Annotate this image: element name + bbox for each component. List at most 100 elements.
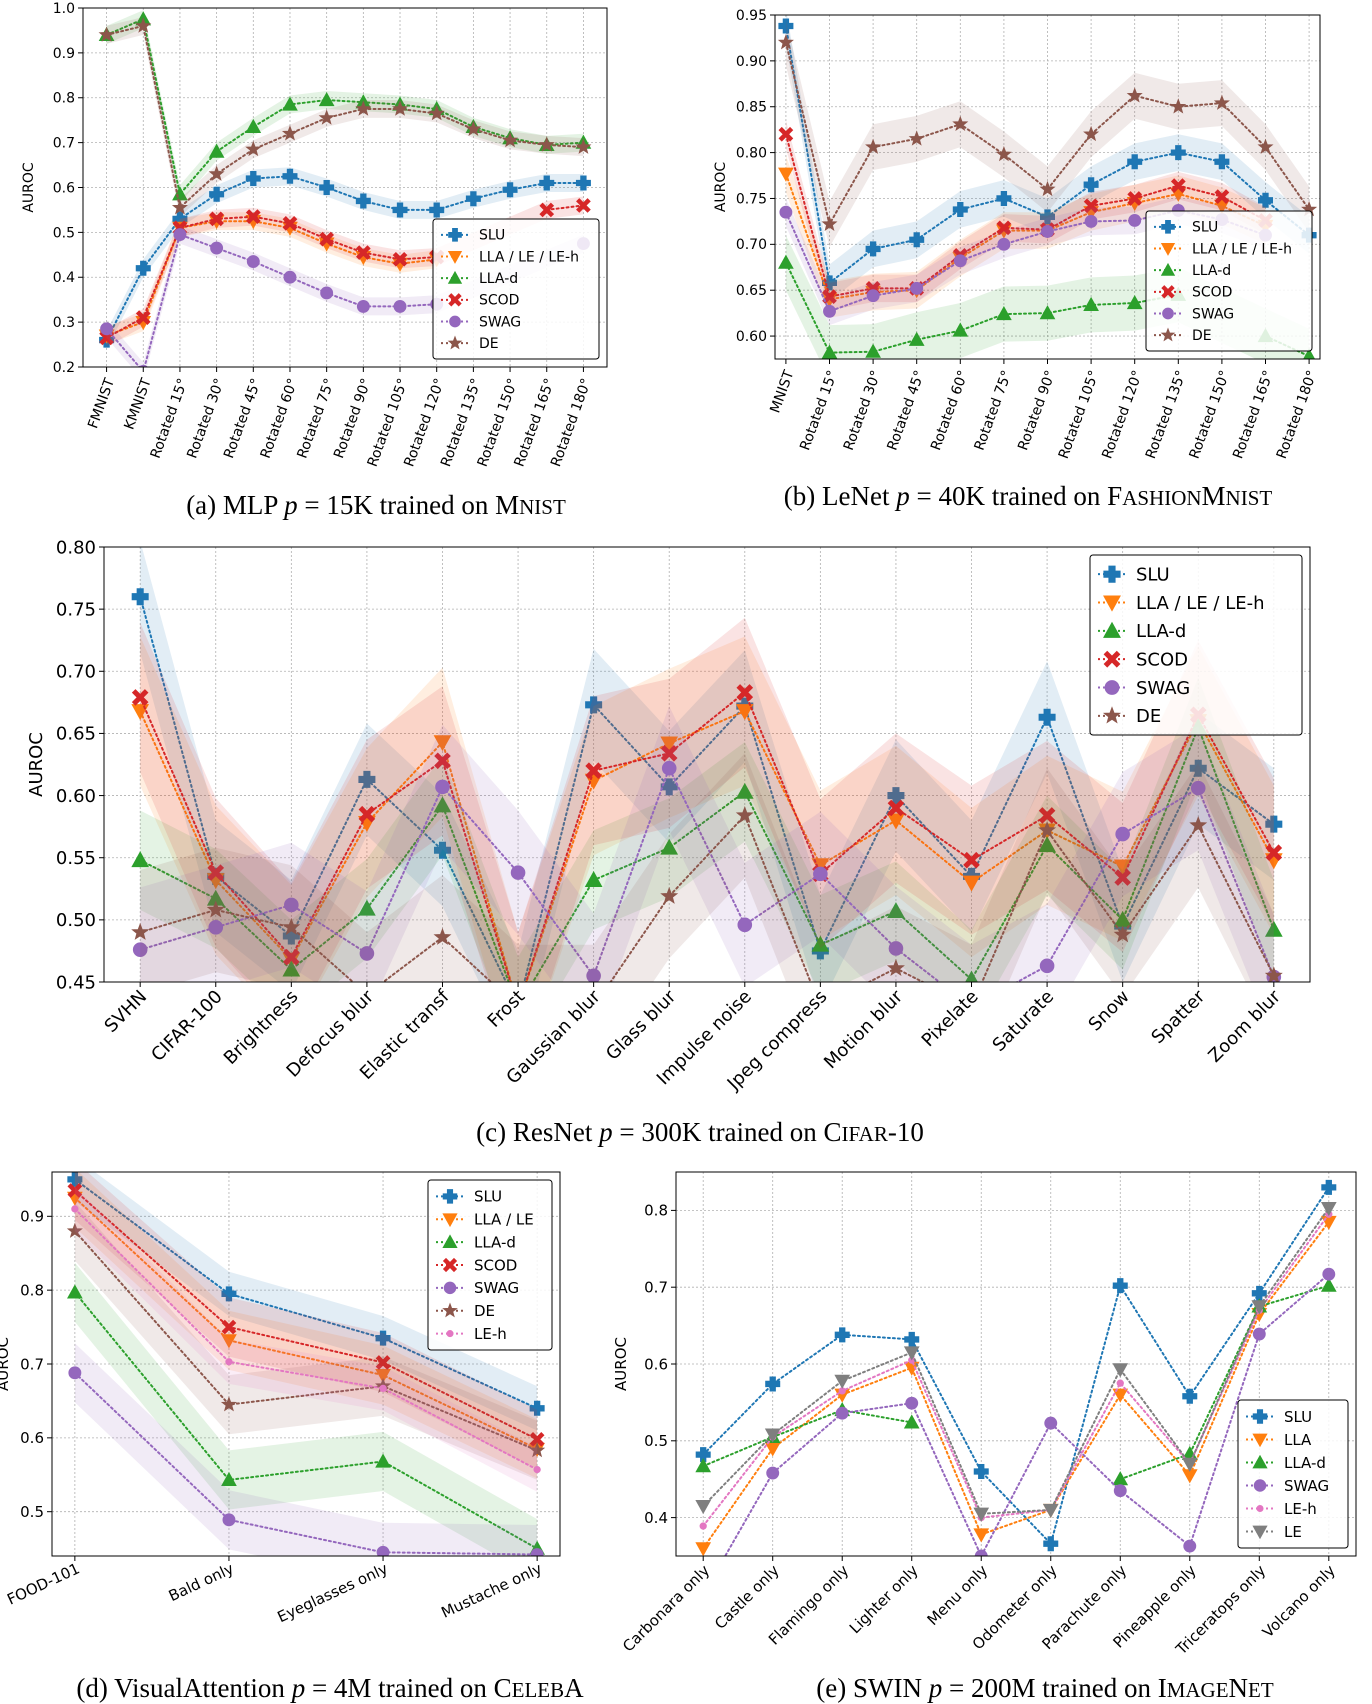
x-tick-label: Rotated 165° — [1230, 368, 1277, 461]
data-point — [358, 805, 376, 823]
legend-marker — [1252, 1409, 1268, 1424]
data-point — [822, 289, 837, 304]
legend-label: DE — [474, 1302, 495, 1320]
data-point — [1170, 98, 1187, 114]
legend-marker — [1252, 1454, 1268, 1469]
uncertainty-band — [74, 1172, 538, 1469]
series-line — [73, 1178, 539, 1410]
data-point — [660, 886, 679, 904]
data-point — [282, 168, 298, 184]
data-point — [865, 138, 882, 154]
legend-marker — [1103, 565, 1121, 583]
data-point — [131, 851, 150, 868]
y-tick-label: 0.5 — [20, 1503, 44, 1521]
grid-e — [676, 1172, 1356, 1556]
data-point — [393, 299, 407, 313]
x-tick-label: Saturate — [989, 986, 1059, 1056]
data-point — [281, 125, 298, 141]
data-point — [392, 100, 409, 116]
caption-d: (d) VisualAttention p = 4M trained on CE… — [76, 1673, 584, 1703]
data-point — [375, 1453, 391, 1468]
legend-label: LE-h — [474, 1325, 507, 1343]
y-tick-label: 0.5 — [53, 225, 75, 241]
legend-label: DE — [1136, 706, 1161, 727]
data-point — [736, 684, 754, 701]
data-point — [963, 851, 980, 869]
legend-label: LLA-d — [1136, 621, 1186, 642]
data-point — [433, 927, 452, 945]
series-lla-d — [695, 1277, 1337, 1486]
y-tick-label: 0.3 — [53, 315, 75, 331]
legend-item: LLA / LE — [436, 1211, 534, 1229]
data-point — [905, 1396, 919, 1410]
y-tick-label: 0.5 — [644, 1432, 668, 1450]
legend-marker — [443, 1281, 457, 1295]
legend-label: LLA / LE — [474, 1211, 534, 1229]
legend-box — [432, 218, 600, 360]
legend-label: LE — [1284, 1523, 1302, 1541]
y-tick-label: 0.60 — [736, 329, 767, 345]
series-line — [73, 1230, 539, 1452]
legend-item: DE — [1154, 327, 1212, 344]
data-point — [1190, 780, 1206, 796]
series-line — [784, 172, 1267, 301]
series-le-h — [71, 1186, 541, 1492]
legend-marker — [1160, 327, 1176, 342]
data-point — [660, 745, 678, 762]
data-point — [962, 875, 981, 892]
caption-a: (a) MLP p = 15K trained on MNIST — [186, 490, 566, 520]
legend-marker — [1160, 242, 1176, 256]
legend-item: LLA / LE / LE-h — [1154, 241, 1292, 257]
series-line — [139, 765, 1275, 982]
data-point — [952, 201, 968, 217]
series-scod — [67, 1172, 545, 1469]
series-de — [98, 17, 592, 217]
series-line — [73, 1291, 539, 1550]
uncertainty-band — [74, 1343, 538, 1556]
data-point — [996, 306, 1012, 321]
plot-area-b — [777, 15, 1318, 359]
data-point — [660, 736, 679, 753]
series-line — [702, 1220, 1330, 1550]
data-point — [428, 105, 445, 121]
legend-item: LE-h — [1246, 1500, 1317, 1518]
data-point — [1321, 1179, 1337, 1195]
data-point — [1213, 94, 1230, 110]
data-point — [778, 167, 794, 182]
x-tick-label: Snow — [1085, 986, 1134, 1035]
legend-item: DE — [436, 1302, 495, 1320]
series-line — [784, 133, 1267, 298]
legend-label: SCOD — [1136, 649, 1188, 670]
x-tick-label: FMNIST — [85, 376, 118, 431]
data-point — [209, 186, 225, 202]
legend-item: SLU — [441, 228, 505, 244]
data-point — [764, 1442, 781, 1457]
data-point — [320, 286, 334, 300]
data-point — [208, 920, 224, 935]
uncertainty-band — [74, 1172, 538, 1479]
series-line — [724, 1273, 1330, 1556]
series-swag — [68, 1343, 544, 1556]
data-point — [245, 118, 262, 134]
x-tick-label: Rotated 15° — [797, 368, 841, 452]
y-tick-label: 0.9 — [20, 1208, 44, 1226]
data-point — [952, 322, 969, 337]
data-point — [660, 778, 678, 796]
data-point — [132, 942, 148, 957]
data-point — [1320, 1202, 1337, 1217]
data-point — [1264, 920, 1283, 937]
legend-marker — [442, 1302, 458, 1318]
data-point — [575, 138, 592, 154]
data-point — [359, 946, 375, 961]
legend-label: LLA-d — [479, 271, 518, 287]
data-point — [778, 18, 794, 34]
data-point — [209, 211, 224, 227]
legend-box — [1145, 210, 1313, 352]
data-point — [996, 220, 1012, 236]
data-point — [1083, 177, 1099, 193]
data-point — [221, 1319, 237, 1335]
data-point — [529, 1441, 546, 1458]
data-point — [888, 941, 904, 956]
data-point — [1182, 1388, 1198, 1404]
